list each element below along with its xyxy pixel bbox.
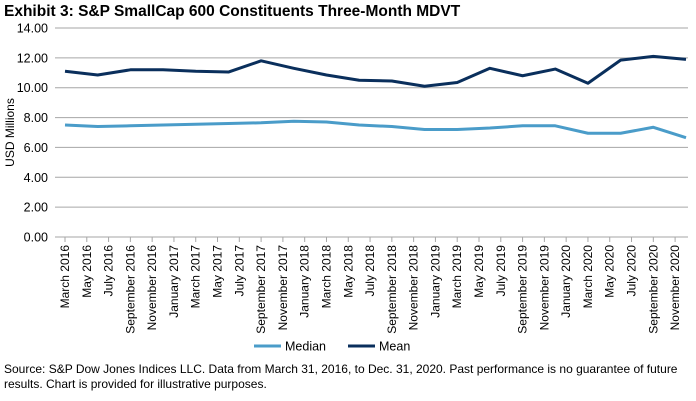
x-tick-label: January 2017 [167, 245, 181, 318]
y-tick-label: 12.00 [17, 51, 48, 65]
x-tick-label: March 2018 [319, 245, 333, 309]
y-tick-label: 10.00 [17, 81, 48, 95]
x-tick-label: July 2018 [363, 245, 377, 297]
x-tick-label: September 2016 [123, 245, 137, 334]
x-tick-label: May 2019 [472, 245, 486, 298]
y-tick-label: 0.00 [24, 231, 48, 245]
x-tick-label: January 2019 [428, 245, 442, 318]
y-tick-label: 2.00 [24, 201, 48, 215]
x-tick-label: September 2019 [516, 245, 530, 334]
x-tick-label: May 2018 [341, 245, 355, 298]
y-tick-label: 8.00 [24, 111, 48, 125]
x-tick-label: November 2019 [537, 245, 551, 331]
y-tick-label: 6.00 [24, 141, 48, 155]
x-tick-label: July 2016 [102, 245, 116, 297]
x-tick-label: January 2020 [559, 245, 573, 318]
x-tick-label: January 2018 [298, 245, 312, 318]
legend-label: Mean [379, 340, 410, 354]
x-tick-label: March 2017 [189, 245, 203, 309]
y-tick-label: 14.00 [17, 22, 48, 36]
x-tick-label: March 2019 [450, 245, 464, 309]
series-line-median [64, 119, 687, 140]
legend-label: Median [285, 340, 326, 354]
x-tick-label: July 2019 [494, 245, 508, 297]
y-tick-label: 4.00 [24, 171, 48, 185]
series-line-mean [64, 54, 687, 88]
x-tick-label: November 2020 [668, 245, 682, 331]
x-tick-label: September 2020 [646, 245, 660, 334]
chart-title: Exhibit 3: S&P SmallCap 600 Constituents… [4, 3, 461, 20]
x-tick-label: July 2020 [625, 245, 639, 297]
x-tick-label: May 2020 [603, 245, 617, 298]
source-note: Source: S&P Dow Jones Indices LLC. Data … [4, 362, 678, 391]
x-tick-label: November 2017 [276, 245, 290, 331]
x-tick-label: November 2018 [407, 245, 421, 331]
x-tick-label: May 2017 [211, 245, 225, 298]
x-tick-label: September 2018 [385, 245, 399, 334]
x-tick-label: November 2016 [145, 245, 159, 331]
x-tick-label: May 2016 [80, 245, 94, 298]
x-tick-label: March 2016 [58, 245, 72, 309]
y-axis-label: USD Millions [3, 98, 17, 167]
x-tick-label: March 2020 [581, 245, 595, 309]
x-tick-label: September 2017 [254, 245, 268, 334]
x-tick-label: July 2017 [232, 245, 246, 297]
